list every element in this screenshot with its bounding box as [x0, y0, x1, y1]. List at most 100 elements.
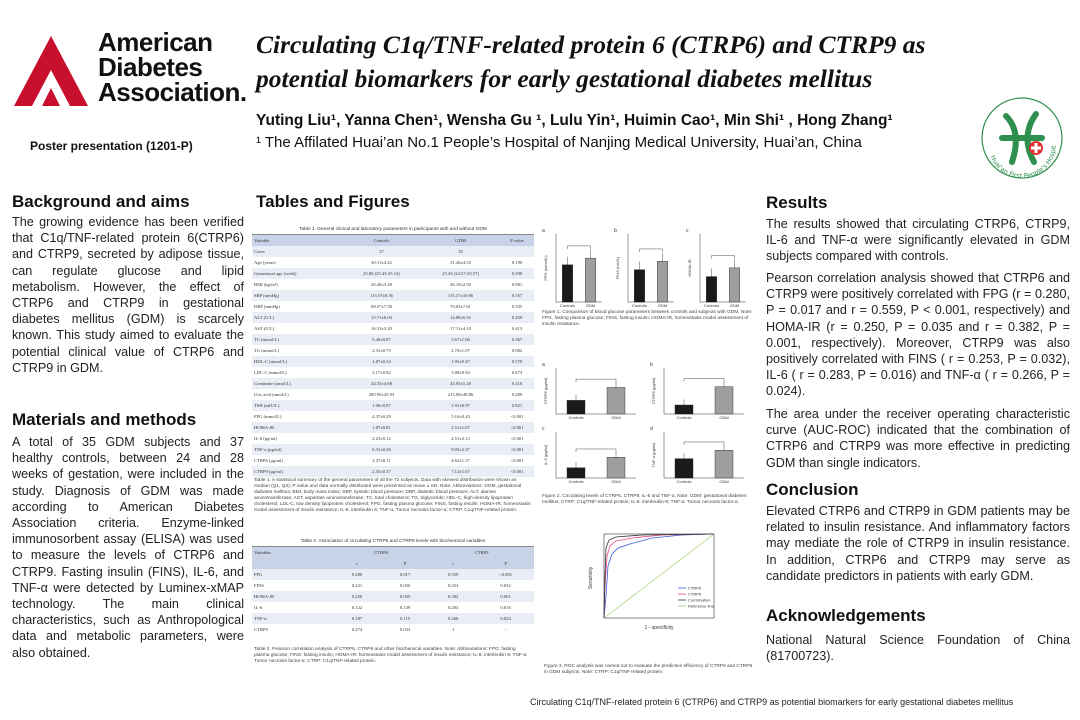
table-row: BMI (kg/m²) 26.40±3.48 26.19±2.92 0.981 [252, 279, 534, 290]
panel-letter: c [686, 228, 689, 234]
legend-label: Reference line [688, 604, 715, 609]
table-2-header: Variables [252, 547, 333, 558]
table-row: FINS 0.221 0.056 0.253 0.032 [252, 580, 534, 591]
significance-bracket [683, 441, 725, 445]
conclusion-text: Elevated CTRP6 and CTRP9 in GDM patients… [766, 504, 1070, 583]
table-cell [500, 246, 534, 257]
figure-3-roc-chart: 1 - specificity Sensitivity CTRP6CTRP9Co… [588, 533, 715, 631]
tick-label: GDM [658, 303, 667, 308]
table-cell: FPG (mmol/L) [254, 414, 282, 419]
roc-frame [603, 533, 715, 619]
results-paragraph-1: The results showed that circulating CTRP… [766, 217, 1070, 264]
table-cell: 0.673 [511, 370, 523, 375]
table-cell: 0.459 [500, 312, 534, 323]
table-cell: 5.16±0.43 [451, 414, 470, 419]
table-cell: 5.46±0.87 [341, 334, 421, 345]
table-cell: Creatinine (umol/L) [252, 378, 342, 389]
table-cell: 0.280 [333, 569, 382, 580]
panel-letter: a [542, 228, 545, 234]
panel-y-label: IL-6 (pg/ml) [543, 444, 548, 465]
ada-logo: American Diabetes Association. [12, 29, 247, 112]
significance-bracket [711, 255, 735, 259]
footer-text: Circulating C1q/TNF-related protein 6 (C… [530, 697, 1014, 707]
table-2-note: Table 2. Pearson correlation analysis of… [254, 647, 528, 664]
table-cell: 0.559 [429, 569, 478, 580]
table-cell: 0.357 [500, 290, 534, 301]
table-cell: AST (U/L) [254, 326, 275, 331]
table-2-caption: Table 2. Association of circulating CTRP… [252, 537, 534, 547]
table-cell: FINS [254, 583, 264, 588]
table-cell: <0.001 [477, 569, 534, 580]
tick-label: Controls [569, 479, 584, 484]
roc-reference-line [603, 533, 715, 619]
table-cell: 0.474 [351, 627, 363, 632]
table-cell: 0.122 [351, 605, 363, 610]
tick-label: Controls [632, 303, 647, 308]
table-cell: 1.87±0.34 [341, 356, 421, 367]
table-row: Age (years) 30.11±4.22 31.26±4.53 0.190 [252, 257, 534, 268]
table-cell: TG (mmol/L) [254, 348, 280, 353]
table-cell: 0.001 [477, 591, 534, 602]
roc-x-label: 1 - specificity [645, 625, 674, 631]
table-cell: 3.17±0.82 [372, 370, 391, 375]
table-cell: IL-6 [254, 605, 263, 610]
results-heading: Results [766, 193, 828, 212]
table-cell: 0.579 [500, 356, 534, 367]
table-cell: 14.88±6.92 [421, 312, 501, 323]
table-cell: 43.05±5.20 [421, 378, 501, 389]
table-cell: 0.221 [351, 583, 363, 588]
roc-curve-ctrp9 [603, 533, 715, 619]
table-1-header: P value [500, 235, 534, 246]
table-cell: 0.035 [381, 591, 430, 602]
table-cell: 0.283 [447, 605, 459, 610]
panel-y-label: CTRP9 (μg/ml) [651, 377, 656, 404]
significance-bracket [683, 378, 725, 382]
table-cell: 0.250 [333, 591, 382, 602]
table-cell: 115.17±10.66 [421, 290, 501, 301]
table-row: Creatinine (umol/L) 44.53±4.68 43.05±5.20 0… [252, 378, 534, 389]
table-cell: 4.37±0.29 [372, 414, 391, 419]
table-cell: 2.70±1.07 [451, 348, 470, 353]
background-heading: Background and aims [12, 192, 190, 211]
table-cell: BMI (kg/m²) [254, 282, 278, 287]
table-cell: 25.43 (24.57-25.57) [421, 268, 501, 279]
table-cell: - [504, 627, 507, 632]
bar [729, 267, 740, 303]
tables-heading: Tables and Figures [256, 192, 410, 211]
table-cell: 0.266 [429, 613, 478, 624]
panel-letter: d [650, 426, 653, 432]
table-row: TSH (mIU/L) 1.96±0.87 1.91±0.97 0.821 [252, 400, 534, 411]
figure-2-chart: a CTRP6 (μg/ml) Controls GDM b CTRP9 (μg/ml) C… [542, 362, 744, 484]
table-row: AST (U/L) 16.31±3.20 17.11±4.10 0.413 [252, 323, 534, 334]
table-cell: 1 [452, 627, 455, 632]
table-cell: 0.016 [500, 605, 511, 610]
table-row: HOMA-IR 1.87±0.81 2.51±1.07 <0.001 [252, 422, 534, 433]
table-2-subheader: P [477, 558, 534, 569]
panel-y-label: FPG (mmol/L) [543, 255, 548, 281]
table-cell: 17.11±4.10 [450, 326, 471, 331]
bar [674, 458, 694, 479]
poster-label: Poster presentation (1201-P) [30, 139, 193, 153]
bar [566, 400, 586, 415]
table-cell: 68.57±7.58 [371, 304, 392, 309]
table-cell: 0.413 [511, 326, 523, 331]
panel-y-label: CTRP6 (μg/ml) [543, 377, 548, 404]
table-cell: 2.51±1.07 [421, 422, 501, 433]
table-cell: 4.62±1.37 [451, 458, 470, 463]
table-row: CTRP6 (μg/ml) 2.37±0.11 4.62±1.37 <0.001 [252, 455, 534, 466]
table-1-header: Controls [341, 235, 421, 246]
panel-letter: c [542, 426, 545, 432]
table-cell: IL-6 (pg/ml) [254, 436, 278, 441]
significance-bracket [567, 245, 591, 249]
table-row: FPG (mmol/L) 4.37±0.29 5.16±0.43 <0.001 [252, 411, 534, 422]
table-cell: Cases [252, 246, 342, 257]
table-cell: TSH (mIU/L) [252, 400, 342, 411]
table-cell: 15.71±6.03 [341, 312, 421, 323]
table-cell: 37 [341, 246, 421, 257]
table-cell: 0.033 [399, 627, 411, 632]
table-cell: LDL-C (mmol/L) [254, 370, 287, 375]
table-cell: HDL-C (mmol/L) [252, 356, 342, 367]
table-cell: 2.31±0.79 [372, 348, 391, 353]
table-cell: 70.03±7.61 [450, 304, 471, 309]
